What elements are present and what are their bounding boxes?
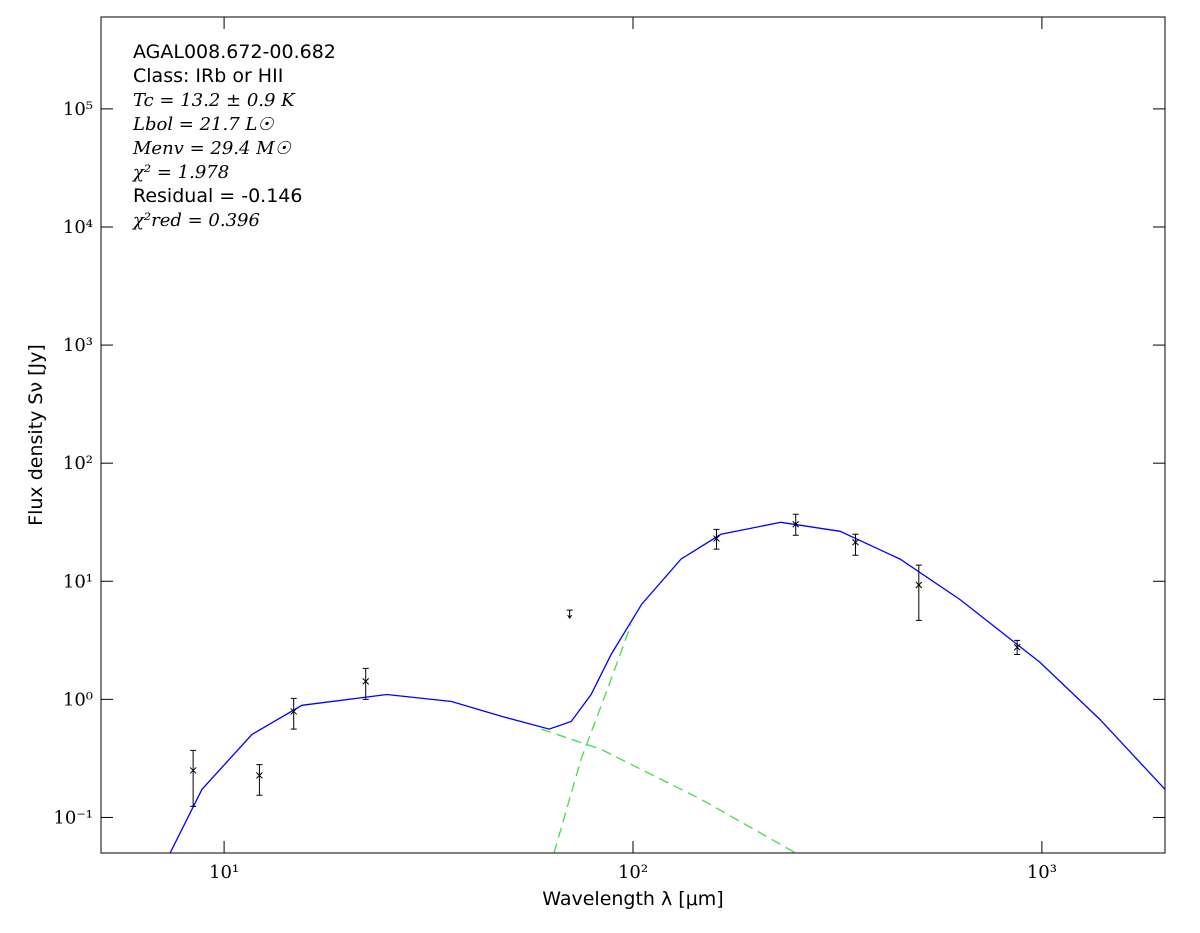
error-cap: [852, 533, 859, 556]
x-axis-label: Wavelength λ [μm]: [542, 888, 723, 910]
plot-frame: [100, 16, 1166, 854]
y-tick-label: 10⁰: [63, 689, 93, 710]
error-cap: [792, 513, 799, 536]
y-tick-label: 10⁴: [63, 217, 93, 238]
data-point: [290, 708, 298, 715]
data-point: [852, 538, 859, 546]
error-cap: [290, 697, 297, 730]
data-point: [915, 581, 923, 589]
error-cap: [190, 749, 197, 807]
data-point: [189, 767, 197, 774]
y-tick-label: 10⁻¹: [53, 807, 93, 828]
annotation: Class: IRb or HII: [133, 65, 283, 87]
x-tick-label: 10²: [618, 862, 648, 883]
data-point: [792, 520, 800, 528]
data-point: [256, 772, 263, 779]
y-tick-label: 10²: [63, 453, 93, 474]
y-axis-label: Flux density Sν [Jy]: [25, 344, 47, 526]
data-point: [362, 678, 370, 685]
annotation: Residual = -0.146: [133, 185, 303, 207]
annotation: AGAL008.672-00.682: [133, 41, 336, 63]
error-cap: [915, 564, 922, 621]
fit-curve: [553, 624, 632, 853]
upper-limit: [566, 609, 573, 619]
x-tick-label: 10¹: [209, 862, 239, 883]
data-point: [713, 535, 720, 542]
error-cap: [1014, 639, 1021, 655]
fit-curve: [169, 521, 1165, 853]
y-tick-label: 10³: [63, 335, 93, 356]
error-cap: [362, 667, 369, 700]
annotation: χ²red = 0.396: [131, 210, 260, 231]
data-point: [1013, 643, 1021, 651]
error-cap: [256, 764, 263, 796]
annotation: Menv = 29.4 M☉: [132, 138, 292, 159]
y-tick-label: 10⁵: [63, 99, 93, 120]
x-tick-label: 10³: [1027, 862, 1057, 883]
annotation: χ² = 1.978: [131, 162, 229, 183]
fit-curve: [541, 728, 797, 853]
y-tick-label: 10¹: [63, 571, 93, 592]
annotation: Tc = 13.2 ± 0.9 K: [133, 90, 296, 111]
error-cap: [713, 528, 720, 550]
annotation: Lbol = 21.7 L☉: [132, 114, 274, 135]
